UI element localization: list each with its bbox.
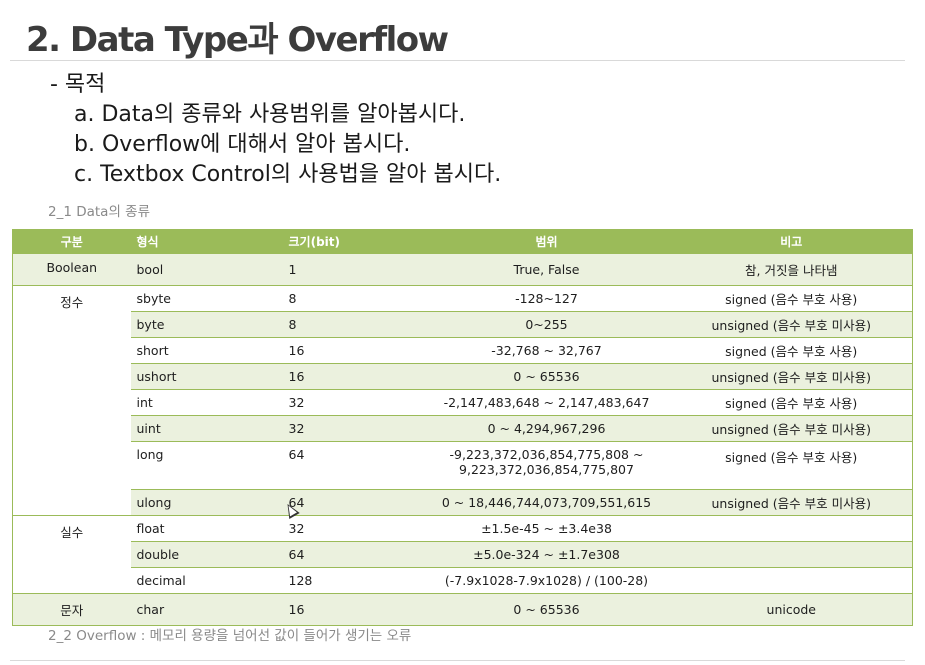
note-cell: unicode xyxy=(670,593,913,626)
size-cell: 8 xyxy=(282,311,423,338)
range-cell: 0 ~ 65536 xyxy=(422,593,671,626)
size-cell: 16 xyxy=(282,593,423,626)
range-cell: -9,223,372,036,854,775,808 ~ 9,223,372,0… xyxy=(422,441,671,490)
table-row: 정수 sbyte 8 -128~127 signed (음수 부호 사용) xyxy=(12,285,913,516)
type-cell: char xyxy=(130,593,283,626)
range-cell: ±5.0e-324 ~ ±1.7e308 xyxy=(422,541,671,568)
table-row: ulong 64 0 ~ 18,446,744,073,709,551,615 … xyxy=(13,489,913,516)
note-cell: unsigned (음수 부호 미사용) xyxy=(670,363,913,390)
range-line-2: 9,223,372,036,854,775,807 xyxy=(459,462,634,477)
size-cell: 16 xyxy=(282,363,423,390)
objectives-block: - 목적 a. Data의 종류와 사용범위를 알아봅시다. b. Overfl… xyxy=(50,70,501,190)
range-cell: (-7.9x1028-7.9x1028) / (100-28) xyxy=(422,567,671,594)
table-row: Boolean bool 1 True, False 참, 거짓을 나타냄 xyxy=(12,254,913,286)
note-cell xyxy=(670,567,913,594)
table-row: ushort 16 0 ~ 65536 unsigned (음수 부호 미사용) xyxy=(13,363,913,390)
range-cell: 0~255 xyxy=(422,311,671,338)
size-cell: 1 xyxy=(282,254,423,286)
note-cell: signed (음수 부호 사용) xyxy=(670,441,913,490)
note-cell: 참, 거짓을 나타냄 xyxy=(670,254,913,286)
note-cell xyxy=(670,515,913,542)
size-cell: 8 xyxy=(282,285,423,312)
note-cell: unsigned (음수 부호 미사용) xyxy=(670,489,913,516)
table-header-row: 구분 형식 크기(bit) 범위 비고 xyxy=(12,229,913,254)
table-row: 실수 float 32 ±1.5e-45 ~ ±3.4e38 xyxy=(12,515,913,594)
category-cell: 문자 xyxy=(12,593,131,626)
type-cell: bool xyxy=(130,254,283,286)
note-cell: unsigned (음수 부호 미사용) xyxy=(670,415,913,442)
objective-item: b. Overflow에 대해서 알아 봅시다. xyxy=(74,132,411,157)
section-title-data-types: 2_1 Data의 종류 xyxy=(48,204,151,220)
size-cell: 128 xyxy=(282,567,423,594)
table-row: short 16 -32,768 ~ 32,767 signed (음수 부호 … xyxy=(13,337,913,364)
note-cell: signed (음수 부호 사용) xyxy=(670,285,913,312)
header-type: 형식 xyxy=(130,229,283,254)
note-cell: signed (음수 부호 사용) xyxy=(670,389,913,416)
header-size: 크기(bit) xyxy=(282,229,423,254)
size-cell: 32 xyxy=(282,515,423,542)
table-row: 문자 char 16 0 ~ 65536 unicode xyxy=(12,593,913,626)
header-range: 범위 xyxy=(422,229,671,254)
range-cell: -2,147,483,648 ~ 2,147,483,647 xyxy=(422,389,671,416)
table-row: long 64 -9,223,372,036,854,775,808 ~ 9,2… xyxy=(13,441,913,490)
type-cell: byte xyxy=(130,311,283,338)
range-cell: 0 ~ 4,294,967,296 xyxy=(422,415,671,442)
section-title-overflow: 2_2 Overflow : 메모리 용량을 넘어선 값이 들어가 생기는 오류 xyxy=(48,628,412,644)
size-cell: 64 xyxy=(282,489,423,516)
note-cell xyxy=(670,541,913,568)
category-cell: Boolean xyxy=(12,254,131,286)
type-cell: sbyte xyxy=(130,285,283,312)
type-cell: uint xyxy=(130,415,283,442)
category-cell: 정수 xyxy=(12,285,131,516)
size-cell: 32 xyxy=(282,415,423,442)
range-cell: 0 ~ 65536 xyxy=(422,363,671,390)
size-cell: 64 xyxy=(282,541,423,568)
category-cell: 실수 xyxy=(12,515,131,594)
type-cell: ushort xyxy=(130,363,283,390)
type-cell: int xyxy=(130,389,283,416)
data-type-table: 구분 형식 크기(bit) 범위 비고 Boolean bool 1 True,… xyxy=(12,229,913,626)
header-category: 구분 xyxy=(12,229,131,254)
range-line-1: -9,223,372,036,854,775,808 ~ xyxy=(449,447,644,462)
type-cell: short xyxy=(130,337,283,364)
size-cell: 16 xyxy=(282,337,423,364)
type-cell: long xyxy=(130,441,283,490)
range-cell: -32,768 ~ 32,767 xyxy=(422,337,671,364)
note-cell: unsigned (음수 부호 미사용) xyxy=(670,311,913,338)
title-divider xyxy=(10,60,905,61)
type-cell: float xyxy=(130,515,283,542)
table-row: byte 8 0~255 unsigned (음수 부호 미사용) xyxy=(13,311,913,338)
bottom-divider xyxy=(10,660,905,661)
type-cell: decimal xyxy=(130,567,283,594)
size-cell: 32 xyxy=(282,389,423,416)
objectives-heading: - 목적 xyxy=(50,72,106,97)
range-cell: True, False xyxy=(422,254,671,286)
note-cell: signed (음수 부호 사용) xyxy=(670,337,913,364)
header-note: 비고 xyxy=(670,229,913,254)
size-cell: 64 xyxy=(282,441,423,490)
type-cell: ulong xyxy=(130,489,283,516)
table-row: decimal 128 (-7.9x1028-7.9x1028) / (100-… xyxy=(13,567,913,594)
slide-title: 2. Data Type과 Overflow xyxy=(26,20,449,60)
table-row: int 32 -2,147,483,648 ~ 2,147,483,647 si… xyxy=(13,389,913,416)
table-row: double 64 ±5.0e-324 ~ ±1.7e308 xyxy=(13,541,913,568)
range-cell: ±1.5e-45 ~ ±3.4e38 xyxy=(422,515,671,542)
type-cell: double xyxy=(130,541,283,568)
range-cell: -128~127 xyxy=(422,285,671,312)
range-cell: 0 ~ 18,446,744,073,709,551,615 xyxy=(422,489,671,516)
table-row: uint 32 0 ~ 4,294,967,296 unsigned (음수 부… xyxy=(13,415,913,442)
objective-item: a. Data의 종류와 사용범위를 알아봅시다. xyxy=(74,102,466,127)
objective-item: c. Textbox Control의 사용법을 알아 봅시다. xyxy=(74,162,502,187)
